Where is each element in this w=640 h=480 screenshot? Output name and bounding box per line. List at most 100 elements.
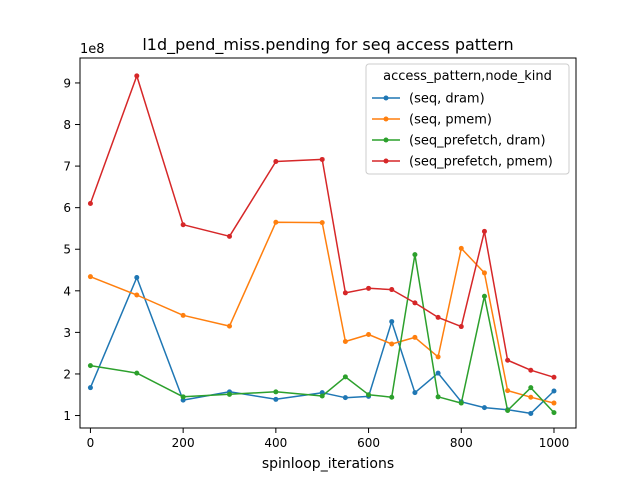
legend-label: (seq_prefetch, dram): [409, 134, 546, 149]
data-point: [528, 410, 534, 416]
data-point: [273, 219, 279, 225]
data-point: [435, 394, 441, 400]
data-point: [412, 252, 418, 258]
x-tick-label: 200: [172, 436, 195, 450]
data-point: [528, 394, 534, 400]
data-point: [319, 156, 325, 162]
data-point: [87, 274, 93, 280]
data-point: [273, 159, 279, 165]
data-point: [458, 245, 464, 251]
legend-entry: (seq, dram): [372, 92, 485, 107]
data-point: [366, 392, 372, 398]
x-tick-label: 800: [450, 436, 473, 450]
data-point: [87, 201, 93, 207]
data-point: [226, 233, 232, 239]
plot-frame: [79, 57, 577, 429]
data-point: [180, 394, 186, 400]
x-tick-label: 0: [87, 436, 95, 450]
y-tick-label: 6: [63, 201, 71, 215]
series-line: [90, 253, 555, 414]
data-point: [180, 312, 186, 318]
legend-label: (seq, pmem): [409, 113, 492, 128]
y-tick-label: 3: [63, 326, 71, 340]
data-point: [505, 388, 511, 394]
series-line: [89, 75, 555, 379]
data-point: [458, 400, 464, 406]
data-point: [342, 339, 348, 345]
data-point: [366, 331, 372, 337]
data-point: [134, 292, 140, 298]
legend-marker: [383, 116, 389, 122]
x-tick-label: 1000: [539, 436, 570, 450]
legend-marker: [383, 95, 389, 101]
data-point: [342, 290, 348, 296]
data-point: [389, 341, 395, 347]
data-point: [528, 367, 534, 373]
data-point: [134, 370, 140, 376]
legend-marker: [383, 137, 389, 143]
y-tick-label: 5: [63, 243, 71, 257]
legend-title: access_pattern,node_kind: [383, 69, 552, 84]
y-tick-label: 7: [63, 160, 71, 174]
data-point: [458, 324, 464, 330]
data-point: [528, 385, 534, 391]
data-point: [134, 275, 140, 281]
series-3: [87, 73, 557, 380]
data-point: [481, 405, 487, 411]
data-point: [273, 389, 279, 395]
y-tick-label: 1: [63, 409, 71, 423]
data-point: [551, 400, 557, 406]
data-point: [366, 285, 372, 291]
data-point: [134, 73, 140, 79]
data-point: [435, 370, 441, 376]
data-point: [505, 408, 511, 414]
data-point: [389, 287, 395, 293]
legend-entry: (seq_prefetch, dram): [372, 134, 546, 149]
legend-label: (seq_prefetch, pmem): [409, 155, 553, 170]
x-axis-label: spinloop_iterations: [262, 456, 394, 472]
data-point: [551, 374, 557, 380]
data-point: [412, 390, 418, 396]
y-tick-label: 4: [63, 284, 71, 298]
data-point: [481, 270, 487, 276]
y-tick-label: 8: [63, 118, 71, 132]
legend-marker: [383, 158, 389, 164]
data-point: [389, 394, 395, 400]
series-2: [87, 252, 557, 416]
data-point: [319, 393, 325, 399]
legend: access_pattern,node_kind (seq, dram) (seq,…: [365, 63, 570, 175]
data-point: [551, 410, 557, 416]
data-point: [87, 363, 93, 369]
series-layer: [87, 73, 557, 416]
y-scale-label: 1e8: [80, 42, 105, 57]
data-point: [389, 319, 395, 325]
legend-entry: (seq_prefetch, pmem): [372, 155, 553, 170]
chart-title: l1d_pend_miss.pending for seq access pat…: [142, 35, 513, 55]
series-1: [87, 219, 557, 406]
data-point: [412, 334, 418, 340]
data-point: [319, 220, 325, 226]
legend-box: [365, 63, 570, 175]
x-axis-ticks: 0 200 400 600 800 1000: [87, 428, 570, 450]
data-point: [435, 354, 441, 360]
data-point: [87, 385, 93, 391]
y-tick-label: 9: [63, 76, 71, 90]
x-tick-label: 600: [357, 436, 380, 450]
data-point: [226, 391, 232, 397]
data-point: [226, 323, 232, 329]
data-point: [342, 395, 348, 401]
data-point: [481, 293, 487, 299]
x-tick-label: 400: [264, 436, 287, 450]
data-point: [180, 222, 186, 228]
data-point: [273, 396, 279, 402]
legend-entry: (seq, pmem): [372, 113, 492, 128]
data-point: [505, 357, 511, 363]
legend-label: (seq, dram): [409, 92, 485, 107]
y-axis-ticks: 1 2 3 4 5 6 7 8 9: [63, 76, 80, 423]
y-tick-label: 2: [63, 367, 71, 381]
data-point: [551, 388, 557, 394]
data-point: [412, 300, 418, 306]
series-line: [90, 221, 555, 404]
data-point: [481, 228, 487, 234]
